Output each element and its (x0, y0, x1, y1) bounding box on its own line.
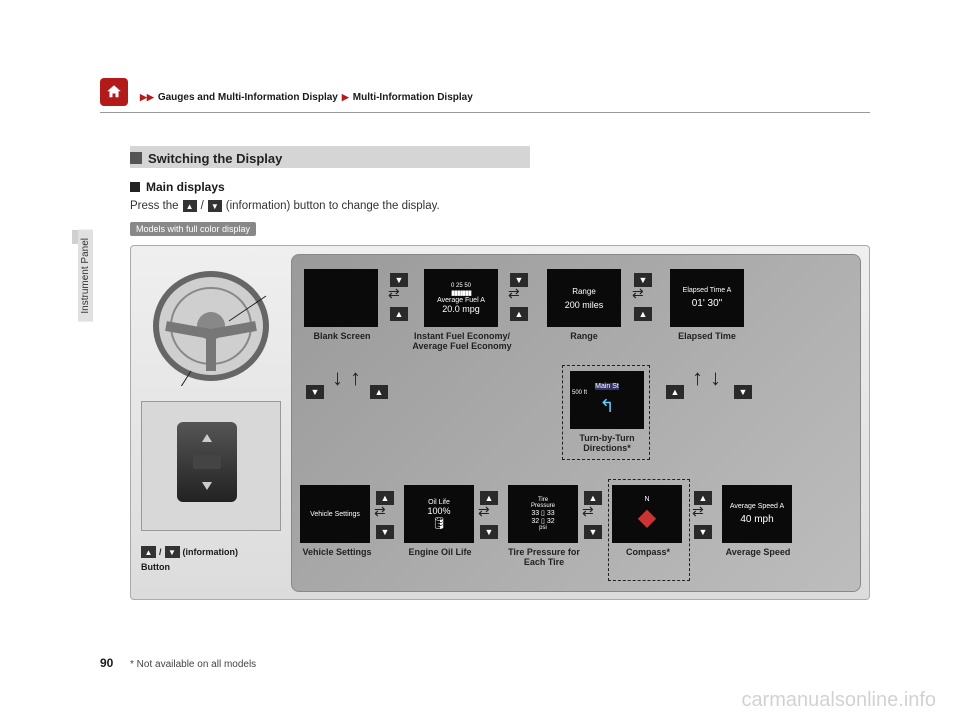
body-suffix: (information) button to change the displ… (226, 200, 440, 212)
up-nav-icon: ▲ (666, 385, 684, 399)
square-bullet-icon (130, 152, 142, 164)
page-number: 90 (100, 656, 113, 670)
info-button-image (141, 401, 281, 531)
screen-turn-by-turn: Main St 500 ft ↰ (570, 371, 644, 429)
section-heading: Switching the Display (130, 148, 530, 168)
up-info-icon: ▲ (183, 200, 197, 212)
down-nav-icon: ▼ (584, 525, 602, 539)
up-nav-icon: ▲ (510, 307, 528, 321)
side-tab-label: Instrument Panel (78, 230, 93, 322)
bidir-arrow-icon: ⇄ (692, 507, 704, 517)
screen-label: Engine Oil Life (390, 547, 490, 557)
screen-label: Range (534, 331, 634, 341)
bidir-arrow-icon: ⇄ (478, 507, 490, 517)
screen-elapsed-time: Elapsed Time A 01' 30" (670, 269, 744, 327)
screen-label: Turn-by-Turn Directions* (557, 433, 657, 454)
sel-reset-button-icon (193, 455, 221, 469)
down-arrow-icon: ↓ (332, 365, 343, 391)
up-info-icon: ▲ (141, 546, 156, 558)
divider (100, 112, 870, 113)
screen-label: Compass* (598, 547, 698, 557)
down-nav-icon: ▼ (694, 525, 712, 539)
down-nav-icon: ▼ (306, 385, 324, 399)
screen-range: Range 200 miles (547, 269, 621, 327)
screen-label: Elapsed Time (657, 331, 757, 341)
down-triangle-icon (202, 482, 212, 490)
screen-tire-pressure: Tire Pressure 33 ▯ 33 32 ▯ 32 psi (508, 485, 578, 543)
square-bullet-icon (130, 182, 140, 192)
screen-label: Instant Fuel Economy/ Average Fuel Econo… (412, 331, 512, 352)
down-arrow-icon: ↓ (710, 365, 721, 391)
home-icon[interactable] (100, 78, 128, 106)
breadcrumb-arrow-icon: ▶ (342, 92, 349, 103)
display-diagram: ▲/▼ (information) Button Blank Screen ▼ … (130, 245, 870, 600)
steering-wheel-image (141, 266, 281, 386)
screen-blank (304, 269, 378, 327)
up-triangle-icon (202, 434, 212, 442)
screen-label: Vehicle Settings (287, 547, 387, 557)
bidir-arrow-icon: ⇄ (374, 507, 386, 517)
down-nav-icon: ▼ (734, 385, 752, 399)
screen-label: Tire Pressure for Each Tire (494, 547, 594, 568)
info-button-label-line2: Button (141, 562, 170, 572)
up-arrow-icon: ↑ (692, 365, 703, 391)
screen-oil-life: Oil Life 100% 🛢 (404, 485, 474, 543)
subsection-title: Main displays (146, 180, 225, 194)
screen-average-speed: Average Speed A 40 mph (722, 485, 792, 543)
breadcrumb-arrow-icon: ▶▶ (140, 92, 154, 103)
down-nav-icon: ▼ (480, 525, 498, 539)
screen-label: Blank Screen (292, 331, 392, 341)
breadcrumb: ▶▶ Gauges and Multi-Information Display … (140, 92, 473, 103)
subsection-heading: Main displays (130, 180, 225, 194)
down-info-icon: ▼ (208, 200, 222, 212)
bidir-arrow-icon: ⇄ (388, 289, 400, 299)
footnote: * Not available on all models (130, 659, 256, 670)
model-badge: Models with full color display (130, 222, 256, 236)
down-info-icon: ▼ (165, 546, 180, 558)
screen-label: Average Speed (708, 547, 808, 557)
screen-fuel-economy: 0 25 50 ▮▮▮▮▮▮▮ Average Fuel A 20.0 mpg (424, 269, 498, 327)
watermark: carmanualsonline.info (741, 689, 936, 712)
screen-flow-panel: Blank Screen ▼ ⇄ ▲ 0 25 50 ▮▮▮▮▮▮▮ Avera… (291, 254, 861, 592)
breadcrumb-1: Gauges and Multi-Information Display (158, 92, 338, 103)
bidir-arrow-icon: ⇄ (508, 289, 520, 299)
breadcrumb-2: Multi-Information Display (353, 92, 473, 103)
info-button-label-text: (information) (183, 547, 239, 557)
up-arrow-icon: ↑ (350, 365, 361, 391)
bidir-arrow-icon: ⇄ (582, 507, 594, 517)
info-button-label: ▲/▼ (information) Button (141, 546, 238, 572)
body-prefix: Press the (130, 200, 179, 212)
up-nav-icon: ▲ (390, 307, 408, 321)
body-text: Press the ▲/▼ (information) button to ch… (130, 200, 440, 212)
screen-vehicle-settings: Vehicle Settings (300, 485, 370, 543)
section-title: Switching the Display (148, 151, 282, 166)
screen-compass: N ◆ (612, 485, 682, 543)
up-nav-icon: ▲ (634, 307, 652, 321)
bidir-arrow-icon: ⇄ (632, 289, 644, 299)
down-nav-icon: ▼ (376, 525, 394, 539)
up-nav-icon: ▲ (370, 385, 388, 399)
